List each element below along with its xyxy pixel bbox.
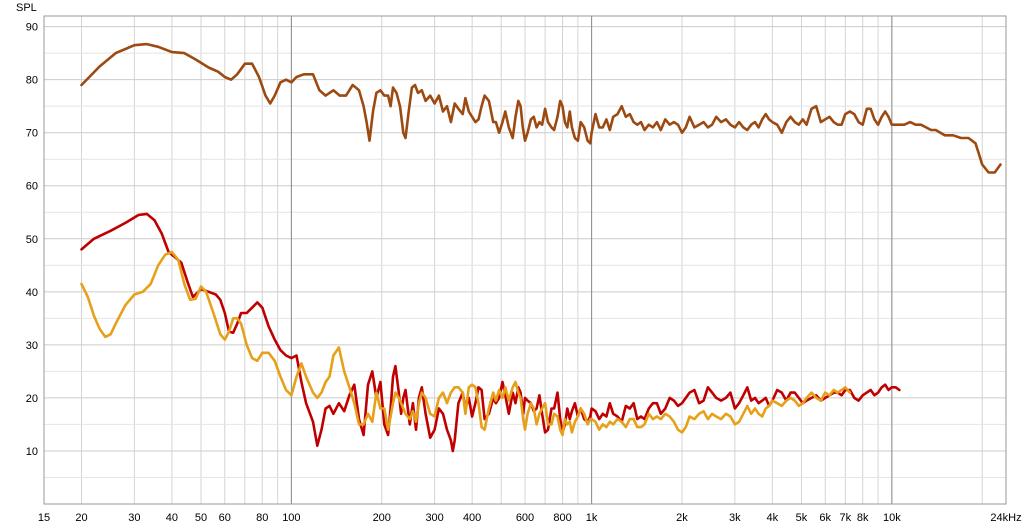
x-tick-label: 8k <box>857 512 869 524</box>
x-tick-label: 5k <box>796 512 808 524</box>
x-tick-label: 20 <box>75 512 87 524</box>
y-tick-labels: 10 20 30 40 50 60 70 80 90 <box>26 22 38 458</box>
series-line-3 <box>80 250 852 437</box>
y-axis-label: SPL <box>16 2 37 14</box>
x-tick-label: 80 <box>256 512 268 524</box>
series-layer <box>80 42 1002 453</box>
x-tick-label: 800 <box>553 512 571 524</box>
y-tick-label: 20 <box>26 393 38 405</box>
x-tick-label: 200 <box>373 512 391 524</box>
x-tick-label: 400 <box>463 512 481 524</box>
x-tick-label: 2k <box>676 512 688 524</box>
plot-border <box>43 15 1007 505</box>
y-tick-label: 80 <box>26 75 38 87</box>
x-tick-label: 30 <box>128 512 140 524</box>
y-tick-label: 70 <box>26 128 38 140</box>
x-tick-label: 300 <box>425 512 443 524</box>
x-tick-label: 3k <box>729 512 741 524</box>
x-tick-label: 600 <box>516 512 534 524</box>
x-tick-label: 40 <box>166 512 178 524</box>
x-tick-label: 10k <box>883 512 901 524</box>
y-tick-label: 40 <box>26 287 38 299</box>
y-tick-label: 50 <box>26 234 38 246</box>
major-gridlines <box>290 16 893 504</box>
x-tick-label: 50 <box>195 512 207 524</box>
x-tick-label: 24kHz <box>990 512 1021 524</box>
x-tick-label: 1k <box>586 512 598 524</box>
x-tick-label: 7k <box>840 512 852 524</box>
y-tick-label: 60 <box>26 181 38 193</box>
y-tick-label: 10 <box>26 446 38 458</box>
y-tick-label: 30 <box>26 340 38 352</box>
x-tick-label: 60 <box>219 512 231 524</box>
x-tick-label: 15 <box>38 512 50 524</box>
x-tick-label: 100 <box>282 512 300 524</box>
y-tick-label: 90 <box>26 22 38 34</box>
plot-frame <box>43 15 1007 505</box>
series-line-1 <box>80 42 1002 174</box>
x-tick-label: 4k <box>767 512 779 524</box>
x-tick-labels: 15 20 30 40 50 60 80 100 200 300 400 600 800 1k 2k 3k 4k… <box>38 512 1022 524</box>
x-tick-label: 6k <box>819 512 831 524</box>
